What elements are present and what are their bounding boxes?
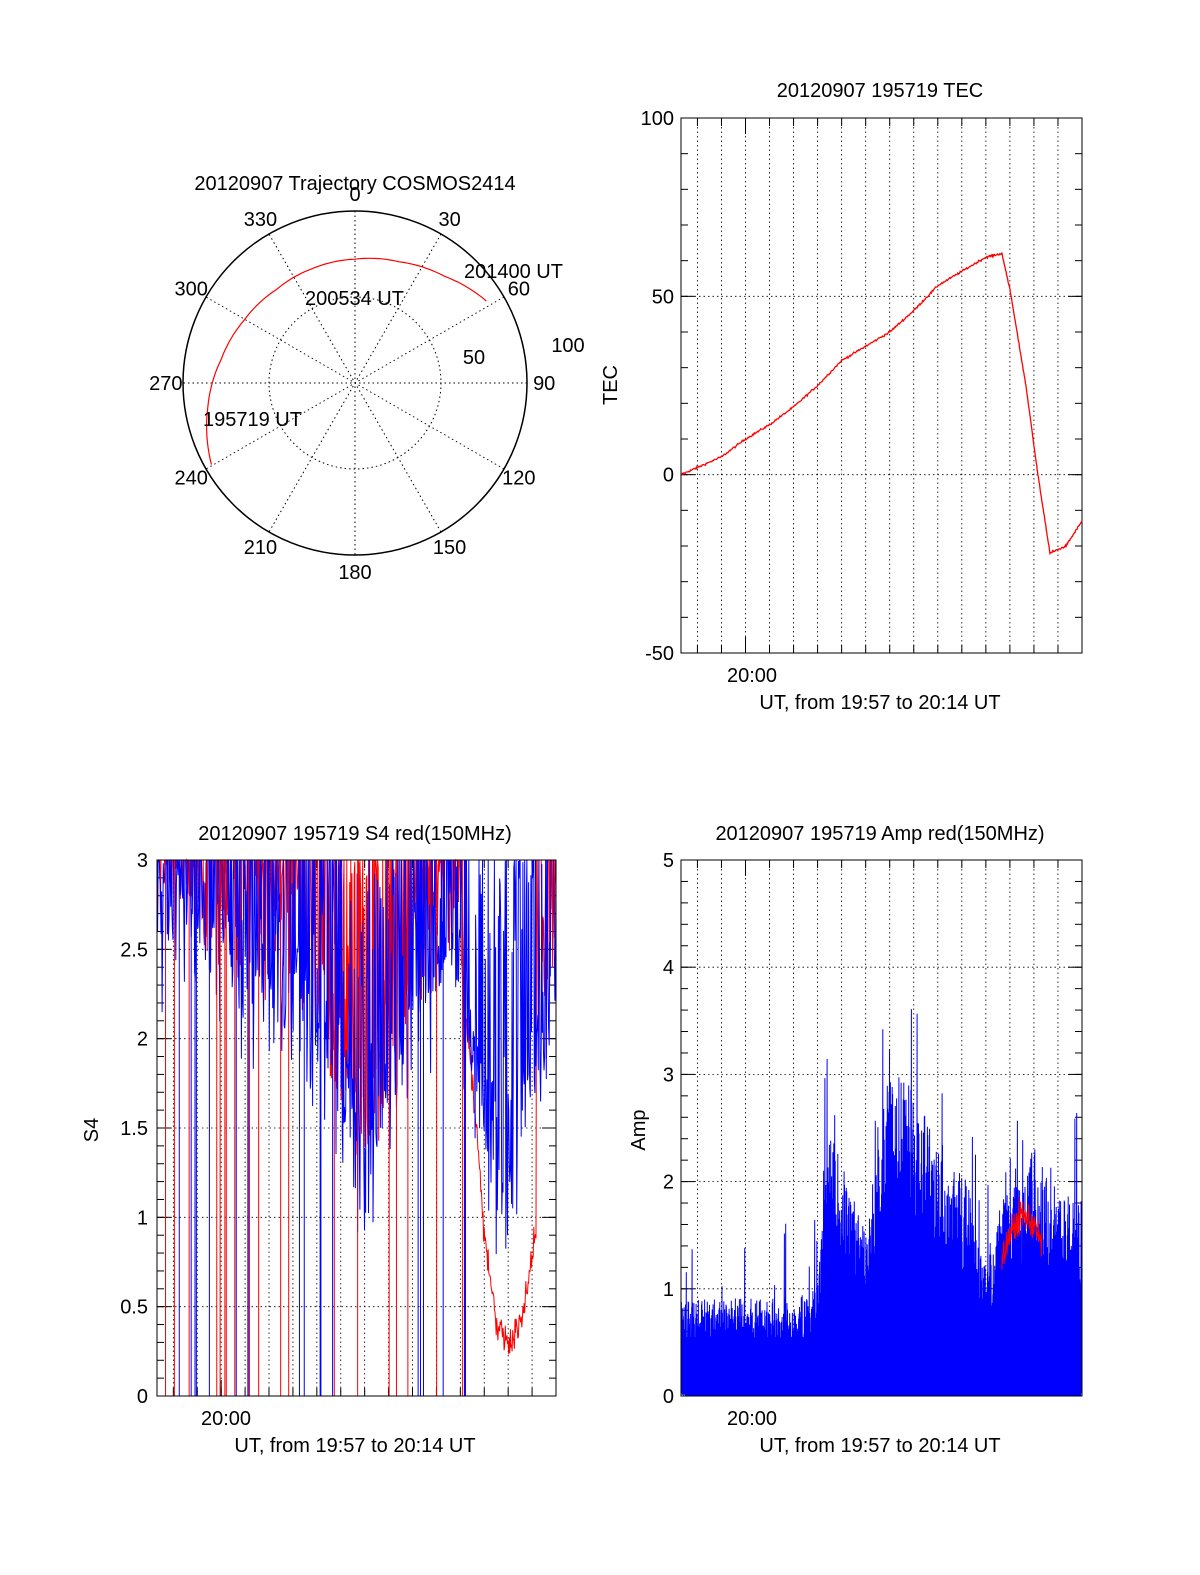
tec-chart: 20120907 195719 TEC 100 50 0 -50 20:00 UT, … — [600, 80, 1083, 714]
polar-spoke — [268, 233, 442, 533]
radial-label: 100 — [551, 335, 584, 357]
amp-title: 20120907 195719 Amp red(150MHz) — [715, 823, 1044, 845]
y-tick-label: 50 — [652, 286, 674, 308]
amp-x-axis-label: UT, from 19:57 to 20:14 UT — [759, 1435, 1000, 1457]
polar-annotations: 195719 UT 200534 UT 201400 UT — [203, 261, 563, 431]
polar-azimuth-labels: 0 30 60 90 120 150 180 210 240 270 300 330 — [149, 184, 555, 584]
azimuth-label: 180 — [338, 562, 371, 584]
s4-y-axis-label: S4 — [81, 1118, 103, 1142]
amp-y-tick-labels: 5 4 3 2 1 0 — [663, 850, 674, 1408]
s4-x-tick-label: 20:00 — [201, 1408, 251, 1430]
y-tick-label: -50 — [645, 643, 674, 665]
y-tick-label: 3 — [663, 1064, 674, 1086]
s4-plot-frame — [156, 859, 557, 1397]
azimuth-label: 150 — [433, 537, 466, 559]
polar-trajectory-chart: 20120907 Trajectory COSMOS2414 0 30 60 90 12… — [149, 173, 585, 584]
azimuth-label: 90 — [533, 373, 555, 395]
y-tick-label: 4 — [663, 957, 674, 979]
y-tick-label: 2 — [663, 1172, 674, 1194]
polar-grid — [182, 210, 528, 556]
trajectory-time-label: 201400 UT — [464, 261, 563, 283]
y-tick-label: 1.5 — [120, 1118, 148, 1140]
amp-x-tick-label: 20:00 — [727, 1408, 777, 1430]
s4-x-axis-label: UT, from 19:57 to 20:14 UT — [234, 1435, 475, 1457]
amp-blue-base-fill — [685, 1337, 1081, 1396]
tec-y-axis-label: TEC — [600, 365, 622, 405]
y-tick-label: 3 — [137, 850, 148, 872]
polar-title: 20120907 Trajectory COSMOS2414 — [194, 173, 515, 195]
amp-red-series — [1001, 1197, 1043, 1270]
satellite-trajectory-line — [205, 257, 487, 465]
azimuth-label: 240 — [174, 468, 207, 490]
tec-grid — [681, 117, 1082, 654]
s4-blue-series — [156, 859, 557, 1255]
trajectory-time-label: 195719 UT — [203, 409, 302, 431]
y-tick-label: 0 — [137, 1386, 148, 1408]
azimuth-label: 210 — [244, 537, 277, 559]
s4-series — [156, 858, 557, 1396]
tec-y-tick-labels: 100 50 0 -50 — [641, 108, 674, 665]
s4-title: 20120907 195719 S4 red(150MHz) — [198, 823, 512, 845]
azimuth-label: 0 — [349, 184, 360, 206]
tec-plot-frame — [680, 117, 1083, 654]
tec-title: 20120907 195719 TEC — [777, 80, 983, 102]
amp-series — [680, 1009, 1083, 1397]
y-tick-label: 2.5 — [120, 939, 148, 961]
tec-x-axis-label: UT, from 19:57 to 20:14 UT — [759, 692, 1000, 714]
y-tick-label: 1 — [137, 1207, 148, 1229]
y-tick-label: 0 — [663, 465, 674, 487]
azimuth-label: 60 — [508, 278, 530, 300]
azimuth-label: 270 — [149, 373, 182, 395]
y-tick-label: 1 — [663, 1279, 674, 1301]
amp-y-axis-label: Amp — [628, 1109, 650, 1150]
radial-label: 50 — [463, 347, 485, 369]
azimuth-label: 330 — [244, 209, 277, 231]
s4-y-tick-labels: 3 2.5 2 1.5 1 0.5 0 — [120, 850, 148, 1408]
trajectory-time-label: 200534 UT — [305, 288, 404, 310]
s4-chart: 20120907 195719 S4 red(150MHz) 3 2.5 2 1.5 1… — [81, 823, 557, 1457]
tec-x-tick-label: 20:00 — [727, 665, 777, 687]
y-tick-label: 100 — [641, 108, 674, 130]
tec-series-line — [681, 251, 1083, 556]
azimuth-label: 120 — [502, 468, 535, 490]
amp-chart: 20120907 195719 Amp red(150MHz) 5 4 3 2 1 0 2… — [628, 823, 1083, 1457]
amp-plot-frame — [680, 859, 1083, 1397]
y-tick-label: 0.5 — [120, 1297, 148, 1319]
azimuth-label: 300 — [174, 278, 207, 300]
polar-radial-labels: 50 100 — [463, 335, 585, 369]
y-tick-label: 2 — [137, 1029, 148, 1051]
y-tick-label: 0 — [663, 1386, 674, 1408]
azimuth-label: 30 — [438, 209, 460, 231]
y-tick-label: 5 — [663, 850, 674, 872]
